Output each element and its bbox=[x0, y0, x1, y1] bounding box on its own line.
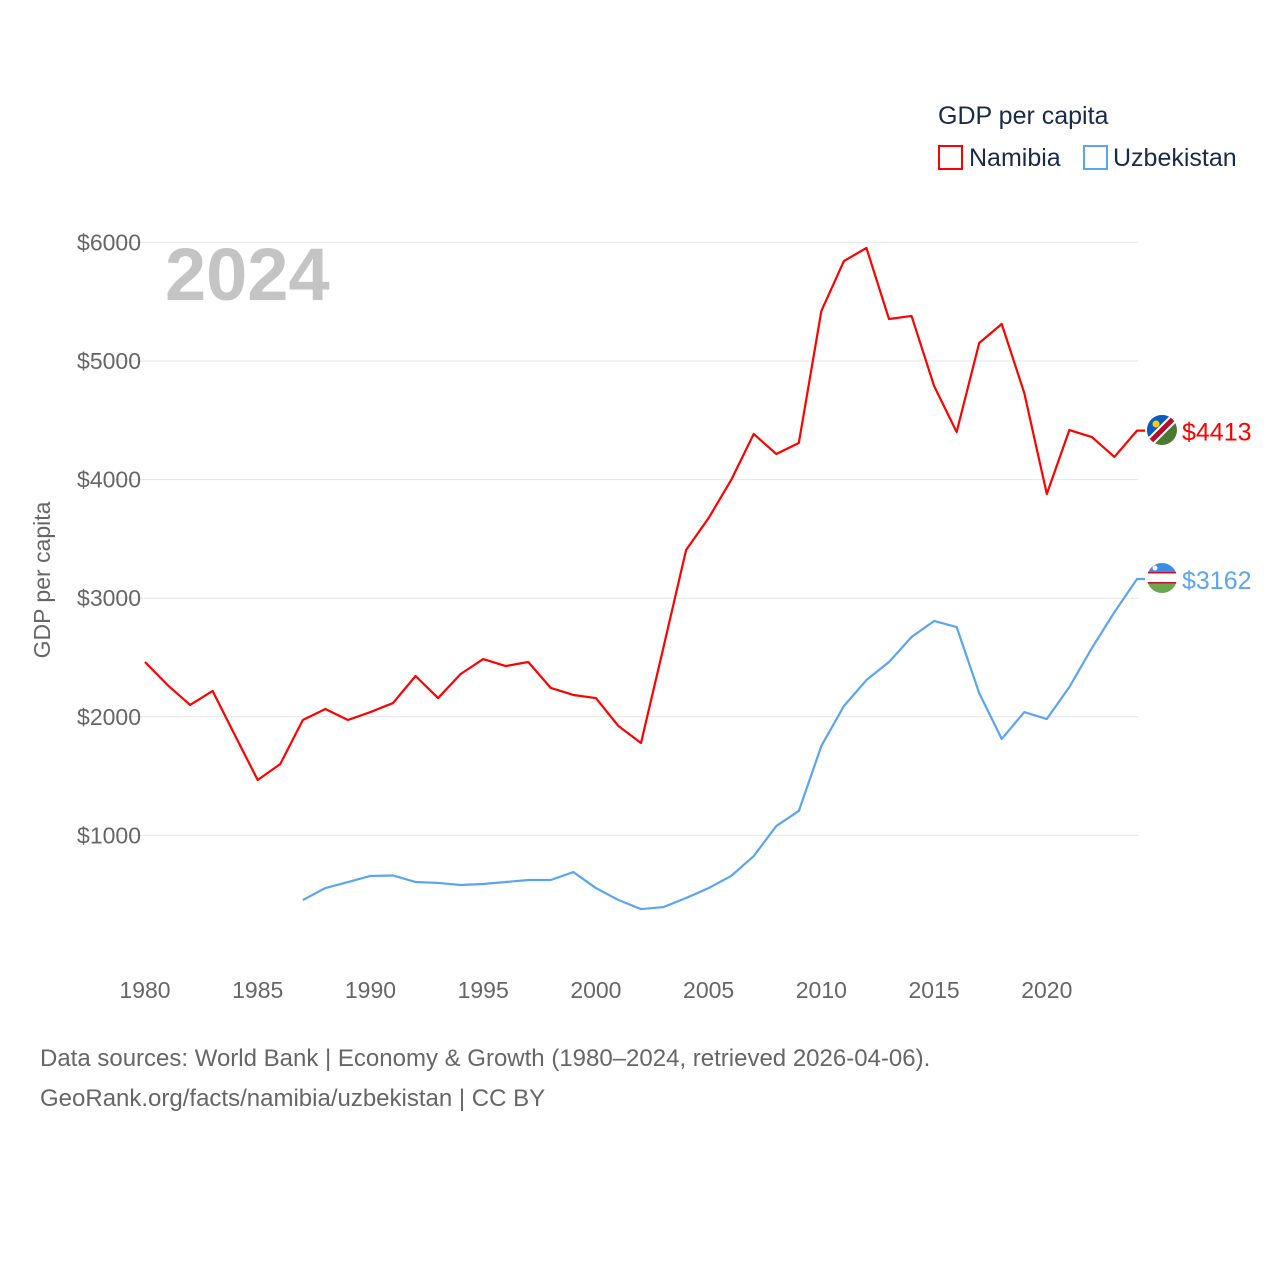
legend-label-uzbekistan[interactable]: Uzbekistan bbox=[1113, 144, 1237, 172]
legend-swatch-namibia[interactable] bbox=[938, 145, 963, 170]
legend-label-namibia[interactable]: Namibia bbox=[969, 144, 1061, 172]
y-tick-label: $1000 bbox=[77, 822, 141, 848]
y-tick-label: $3000 bbox=[77, 585, 141, 611]
series-line-uzbekistan[interactable] bbox=[302, 577, 1145, 911]
y-tick-label: $4000 bbox=[77, 467, 141, 493]
y-tick-label: $6000 bbox=[77, 229, 141, 255]
x-tick-label: 2005 bbox=[683, 977, 734, 1003]
legend: GDP per capita Namibia Uzbekistan bbox=[938, 102, 1237, 172]
y-tick-label: $5000 bbox=[77, 348, 141, 374]
x-tick-label: 1990 bbox=[345, 977, 396, 1003]
footer-sources: Data sources: World Bank | Economy & Gro… bbox=[40, 1045, 931, 1072]
x-tick-label: 2020 bbox=[1021, 977, 1072, 1003]
x-tick-label: 2010 bbox=[796, 977, 847, 1003]
uzbekistan-flag-icon bbox=[1147, 563, 1177, 593]
legend-title: GDP per capita bbox=[938, 102, 1109, 130]
year-watermark: 2024 bbox=[165, 233, 330, 316]
x-tick-label: 2000 bbox=[570, 977, 621, 1003]
footer-link[interactable]: GeoRank.org/facts/namibia/uzbekistan | C… bbox=[40, 1085, 546, 1112]
x-tick-label: 2015 bbox=[909, 977, 960, 1003]
end-value-label-namibia: $4413 bbox=[1182, 419, 1252, 447]
namibia-flag-icon bbox=[1147, 415, 1177, 445]
x-tick-label: 1985 bbox=[232, 977, 283, 1003]
legend-swatch-uzbekistan[interactable] bbox=[1083, 145, 1108, 170]
end-value-label-uzbekistan: $3162 bbox=[1182, 567, 1252, 595]
x-tick-label: 1995 bbox=[458, 977, 509, 1003]
y-axis-label: GDP per capita bbox=[29, 501, 55, 658]
x-tick-label: 1980 bbox=[119, 977, 170, 1003]
y-tick-label: $2000 bbox=[77, 704, 141, 730]
series-line-namibia[interactable] bbox=[144, 246, 1145, 782]
